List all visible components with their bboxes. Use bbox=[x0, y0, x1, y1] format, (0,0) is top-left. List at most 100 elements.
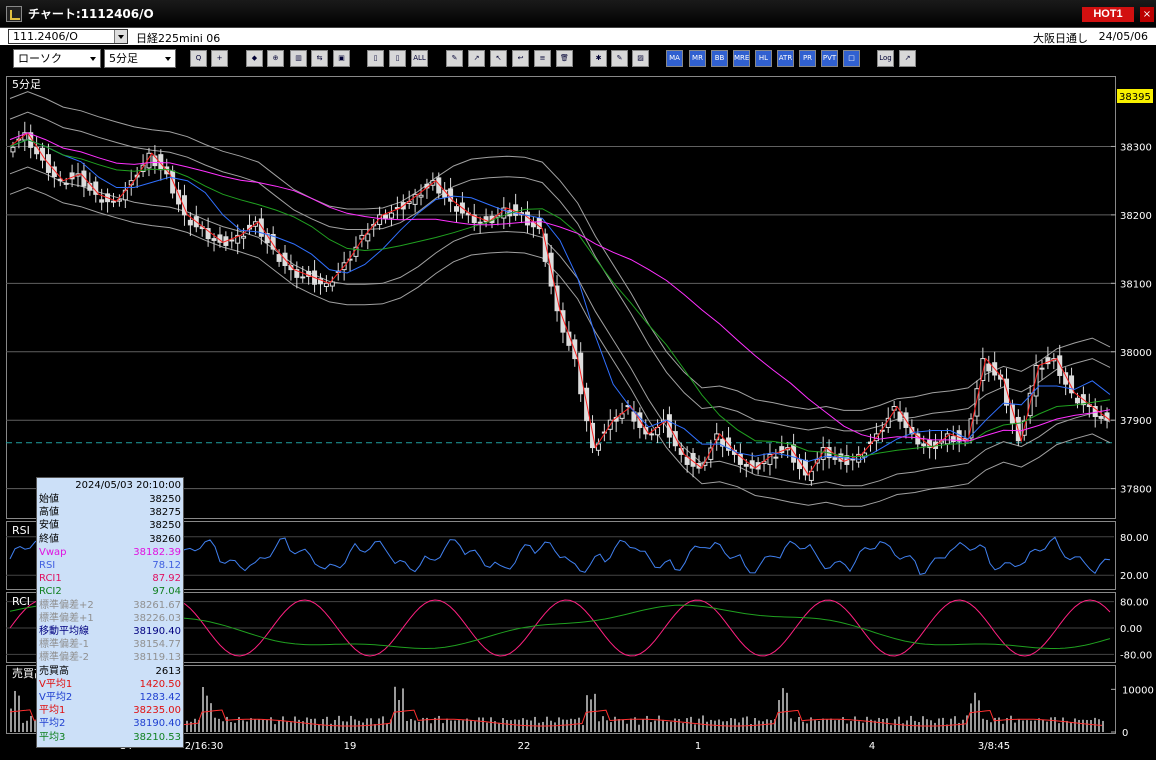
all-icon[interactable]: ALL bbox=[411, 50, 428, 67]
chevron-down-icon[interactable] bbox=[162, 50, 175, 67]
volume-bar bbox=[978, 700, 980, 732]
volume-bar bbox=[538, 722, 540, 732]
volume-bar bbox=[614, 716, 616, 732]
volume-bar bbox=[842, 717, 844, 732]
volume-bar bbox=[574, 719, 576, 732]
volume-bar bbox=[406, 720, 408, 732]
lock-icon[interactable]: ▣ bbox=[333, 50, 350, 67]
chart-area[interactable]: 80.00 20.00 80.00 0.00 -80.00 10000 0 38300 38… bbox=[6, 76, 1156, 760]
price-tick-label: 37900 bbox=[1120, 416, 1152, 427]
volume-bar bbox=[1002, 723, 1004, 732]
info-row: 売買高 2613 bbox=[39, 665, 183, 678]
bb-icon[interactable]: BB bbox=[711, 50, 728, 67]
info-row-label: RCI2 bbox=[39, 586, 62, 598]
doc-icon[interactable]: ≡ bbox=[534, 50, 551, 67]
log-icon[interactable]: Log bbox=[877, 50, 894, 67]
price-tick-label: 38000 bbox=[1120, 348, 1152, 359]
pen-icon[interactable]: ✎ bbox=[446, 50, 463, 67]
candle-body bbox=[436, 177, 442, 194]
candle-body bbox=[258, 218, 264, 237]
volume-bar bbox=[594, 693, 596, 732]
candle-body bbox=[944, 433, 950, 445]
volume-bar bbox=[890, 725, 892, 732]
volume-bar bbox=[822, 718, 824, 732]
volume-bar bbox=[650, 722, 652, 732]
hot-button[interactable]: HOT1 bbox=[1082, 7, 1134, 22]
candle-body bbox=[483, 216, 489, 223]
scroll-icon[interactable]: ◆ bbox=[246, 50, 263, 67]
zoom-icon[interactable]: Q bbox=[190, 50, 207, 67]
candle-body bbox=[63, 182, 69, 185]
candle2-icon[interactable]: ▯ bbox=[389, 50, 406, 67]
volume-bar bbox=[922, 716, 924, 732]
volume-bar bbox=[1026, 720, 1028, 732]
chart-type-select[interactable]: ローソク bbox=[13, 49, 101, 68]
interval-select[interactable]: 5分足 bbox=[104, 49, 176, 68]
settings-icon[interactable]: ✱ bbox=[590, 50, 607, 67]
ma-icon[interactable]: MA bbox=[666, 50, 683, 67]
volume-bar bbox=[990, 722, 992, 732]
mre-icon[interactable]: MRE bbox=[733, 50, 750, 67]
arrow-icon[interactable]: ↩ bbox=[512, 50, 529, 67]
trash-icon[interactable]: 🗑 bbox=[556, 50, 573, 67]
candle-icon[interactable]: ▯ bbox=[367, 50, 384, 67]
pvt-icon[interactable]: PVT bbox=[821, 50, 838, 67]
volume-bar bbox=[494, 721, 496, 732]
color-icon[interactable]: ▨ bbox=[632, 50, 649, 67]
pointer-icon[interactable]: ↖ bbox=[490, 50, 507, 67]
info-row-value: 1283.42 bbox=[139, 692, 181, 703]
volume-bar bbox=[970, 703, 972, 732]
info-row: 平均3 38210.53 bbox=[39, 731, 183, 744]
info-row-label: 売買高 bbox=[39, 665, 69, 677]
volume-bar bbox=[1038, 718, 1040, 732]
candle-body bbox=[365, 233, 371, 242]
volume-bar bbox=[886, 718, 888, 732]
chart-icon[interactable]: ▥ bbox=[290, 50, 307, 67]
chart-app-icon bbox=[6, 6, 22, 22]
chevron-down-icon[interactable] bbox=[114, 30, 127, 43]
candle-body bbox=[229, 239, 235, 242]
box-icon[interactable]: □ bbox=[843, 50, 860, 67]
candle-body bbox=[300, 276, 306, 279]
compare-icon[interactable]: ⇆ bbox=[311, 50, 328, 67]
volume-bar bbox=[470, 720, 472, 732]
volume-bar bbox=[510, 720, 512, 732]
info-row-value: 38190.40 bbox=[133, 626, 181, 637]
volume-bar bbox=[830, 718, 832, 732]
volume-bar bbox=[994, 717, 996, 732]
chart-svg[interactable]: 80.00 20.00 80.00 0.00 -80.00 10000 0 38300 38… bbox=[6, 76, 1156, 760]
atr-icon[interactable]: ATR bbox=[777, 50, 794, 67]
ma3-line bbox=[9, 139, 1111, 457]
info-row: Vwap 38182.39 bbox=[39, 546, 183, 559]
candle-body bbox=[974, 388, 980, 417]
close-icon[interactable]: × bbox=[1140, 7, 1154, 22]
pr-icon[interactable]: PR bbox=[799, 50, 816, 67]
volume-bar bbox=[234, 722, 236, 732]
ma1-line bbox=[9, 132, 1111, 476]
mr-icon[interactable]: MR bbox=[689, 50, 706, 67]
info-row-label: 平均3 bbox=[39, 731, 66, 743]
volume-tick-label: 10000 bbox=[1122, 685, 1154, 696]
cursor-icon[interactable]: + bbox=[211, 50, 228, 67]
wrench-icon[interactable]: ✎ bbox=[611, 50, 628, 67]
trend-icon[interactable]: ↗ bbox=[468, 50, 485, 67]
main-panel-label: 5分足 bbox=[12, 78, 41, 91]
volume-bar bbox=[626, 723, 628, 732]
volume-bar bbox=[210, 703, 212, 732]
info-row-label: 標準偏差-2 bbox=[39, 652, 89, 664]
info-row-value: 38190.40 bbox=[133, 718, 181, 730]
candle-body bbox=[915, 433, 921, 445]
magnify-icon[interactable]: ⊕ bbox=[267, 50, 284, 67]
chevron-down-icon[interactable] bbox=[87, 50, 100, 67]
symbol-select[interactable]: 111.2406/O bbox=[8, 29, 128, 44]
hl-icon[interactable]: HL bbox=[755, 50, 772, 67]
export-icon[interactable]: ↗ bbox=[899, 50, 916, 67]
candle-body bbox=[205, 228, 211, 240]
info-row: 平均2 38190.40 bbox=[39, 717, 183, 730]
candle-body bbox=[1098, 416, 1104, 419]
candle-body bbox=[377, 214, 383, 225]
volume-bar bbox=[638, 724, 640, 732]
volume-bar bbox=[238, 717, 240, 732]
info-row-label: 標準偏差+1 bbox=[39, 612, 94, 624]
volume-bar bbox=[806, 723, 808, 732]
